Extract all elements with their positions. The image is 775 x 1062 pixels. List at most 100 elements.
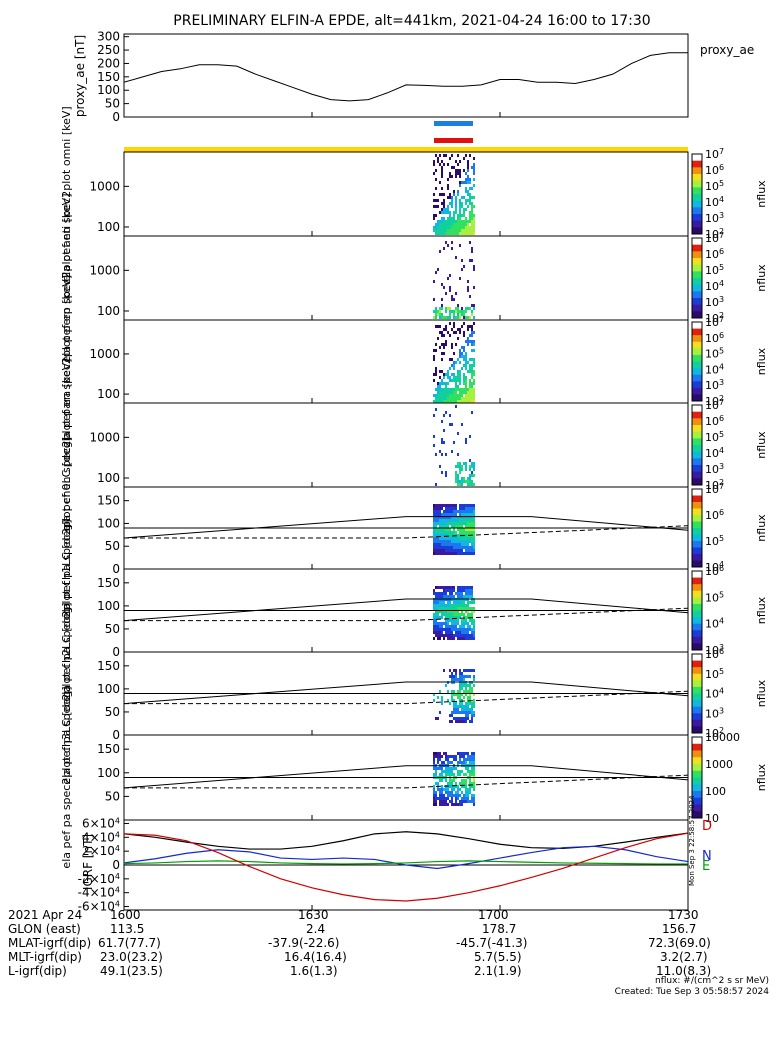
spec-pixel xyxy=(439,610,441,613)
spec-pixel xyxy=(445,516,447,519)
spec-pixel xyxy=(445,540,447,543)
colorbar-seg xyxy=(692,660,702,668)
anti-loss-cone-line xyxy=(124,525,689,539)
spec-pixel xyxy=(441,791,443,794)
spec-pixel xyxy=(471,328,473,331)
spec-pixel xyxy=(457,154,459,157)
spec-pixel xyxy=(473,178,475,181)
spec-pixel xyxy=(457,619,459,622)
spec-pixel xyxy=(435,232,437,235)
colorbar-tick-label: 1000 xyxy=(705,758,733,771)
spec-pixel xyxy=(465,687,467,690)
spec-pixel xyxy=(461,755,463,758)
spec-pixel xyxy=(469,531,471,534)
spec-pixel xyxy=(471,773,473,776)
spec-pixel xyxy=(451,154,453,157)
spec-pixel xyxy=(467,169,469,172)
spec-pixel xyxy=(443,519,445,522)
spec-pixel xyxy=(437,755,439,758)
spec-pixel xyxy=(455,307,457,310)
spec-pixel xyxy=(439,181,441,184)
spec-pixel xyxy=(441,420,443,423)
spec-pixel xyxy=(471,400,473,403)
spec-pixel xyxy=(449,307,451,310)
spec-pixel xyxy=(441,382,443,385)
spec-pixel xyxy=(467,607,469,610)
colorbar-seg xyxy=(692,750,702,758)
spec-pixel xyxy=(441,226,443,229)
spec-pixel xyxy=(473,268,475,271)
spec-pixel xyxy=(467,289,469,292)
spec-pixel xyxy=(449,767,451,770)
spec-pixel xyxy=(473,794,475,797)
spec-pixel xyxy=(435,519,437,522)
spec-pixel xyxy=(445,510,447,513)
spec-pixel xyxy=(433,607,435,610)
spec-pixel xyxy=(451,298,453,301)
spec-pixel xyxy=(469,546,471,549)
spec-pixel xyxy=(471,770,473,773)
spec-pixel xyxy=(471,166,473,169)
spec-pixel xyxy=(465,208,467,211)
spec-pixel xyxy=(437,601,439,604)
spec-pixel xyxy=(443,528,445,531)
spec-pixel xyxy=(441,702,443,705)
spec-pixel xyxy=(455,678,457,681)
spec-pixel xyxy=(461,531,463,534)
spec-pixel xyxy=(459,699,461,702)
spec-pixel xyxy=(469,613,471,616)
spec-pixel xyxy=(467,705,469,708)
spec-pixel xyxy=(471,681,473,684)
spec-pixel xyxy=(459,770,461,773)
spec-pixel xyxy=(471,226,473,229)
colorbar-frame xyxy=(691,237,703,319)
spec-pixel xyxy=(457,220,459,223)
igrf-legend-e: E xyxy=(702,859,710,874)
spec-pixel xyxy=(469,708,471,711)
spec-pixel xyxy=(469,181,471,184)
spec-pixel xyxy=(439,391,441,394)
spec-pixel xyxy=(437,552,439,555)
spec-pixel xyxy=(447,331,449,334)
spec-pixel xyxy=(447,625,449,628)
spec-pixel xyxy=(459,628,461,631)
spec-pixel xyxy=(443,770,445,773)
spec-pixel xyxy=(449,310,451,313)
spec-pixel xyxy=(467,232,469,235)
spec-pixel xyxy=(465,385,467,388)
spec-pixel xyxy=(439,522,441,525)
spec-pixel xyxy=(463,313,465,316)
spec-pixel xyxy=(471,711,473,714)
spec-pixel xyxy=(449,631,451,634)
spec-pixel xyxy=(463,208,465,211)
spec-pixel xyxy=(469,316,471,319)
spec-pixel xyxy=(459,543,461,546)
spec-pixel xyxy=(453,531,455,534)
bar-yellow xyxy=(124,147,688,152)
spec-pixel xyxy=(463,513,465,516)
spec-pixel xyxy=(457,546,459,549)
colorbar-seg xyxy=(692,258,702,266)
spec-pixel xyxy=(455,172,457,175)
side-stamp: Mon Sep 3 22:58:57 2024 xyxy=(688,795,696,886)
spec-pixel xyxy=(471,229,473,232)
spec-pixel xyxy=(439,711,441,714)
spec-pixel xyxy=(453,313,455,316)
spec-pixel xyxy=(471,480,473,483)
spec-pixel xyxy=(455,376,457,379)
spec-pixel xyxy=(459,631,461,634)
spec-pixel xyxy=(457,794,459,797)
colorbar-seg xyxy=(692,174,702,182)
spec-pixel xyxy=(443,761,445,764)
spec-pixel xyxy=(455,540,457,543)
colorbar-tick-label: 103 xyxy=(705,462,724,476)
spec-pixel xyxy=(465,616,467,619)
spec-pixel xyxy=(451,229,453,232)
spec-pixel xyxy=(455,616,457,619)
spec-pixel xyxy=(459,696,461,699)
spec-pixel xyxy=(459,681,461,684)
spec-pixel xyxy=(455,513,457,516)
spec-pixel xyxy=(445,625,447,628)
